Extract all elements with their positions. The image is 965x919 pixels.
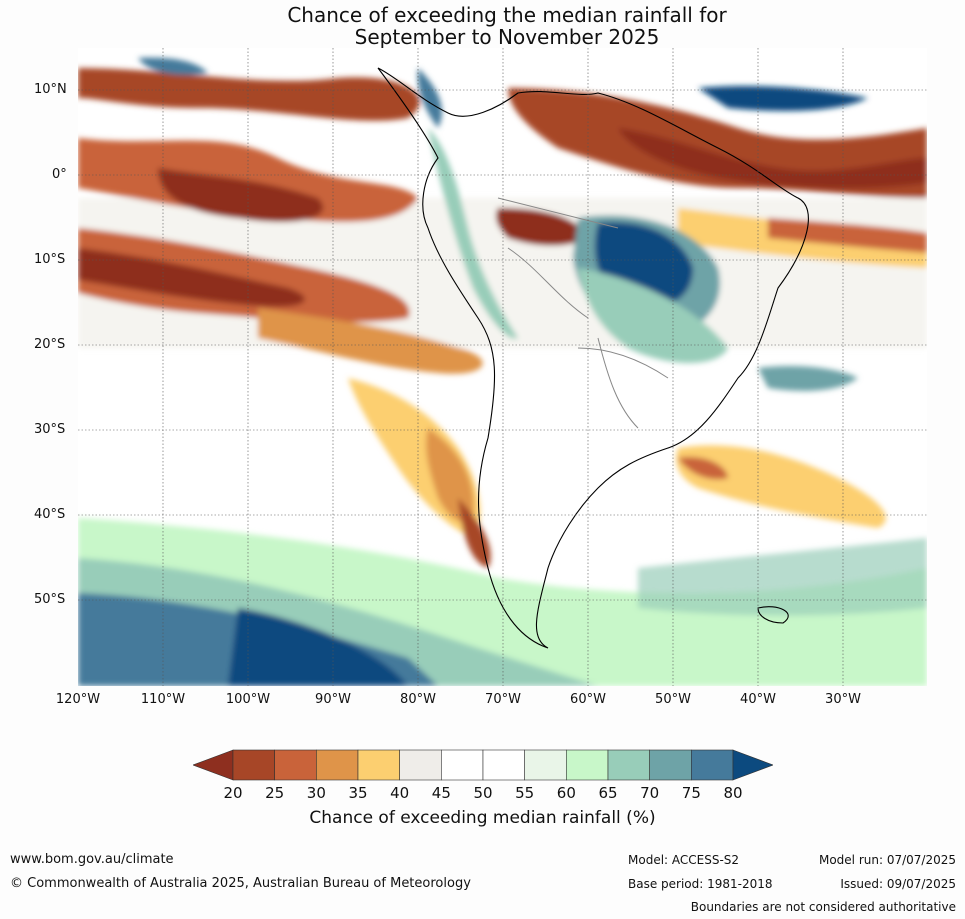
colorbar-cell <box>316 749 359 781</box>
lat-label-equator: 0° <box>52 167 67 182</box>
rainfall-map-svg <box>78 48 927 686</box>
lon-label-90w: 90°W <box>315 692 351 707</box>
lon-label-120w: 120°W <box>55 692 101 707</box>
title-line-1: Chance of exceeding the median rainfall … <box>287 3 727 27</box>
lon-label-70w: 70°W <box>485 692 521 707</box>
probability-field <box>78 57 927 686</box>
colorbar-tick-label: 75 <box>681 784 701 802</box>
colorbar-cell <box>649 749 692 781</box>
colorbar-tick-label: 80 <box>723 784 743 802</box>
colorbar-cell <box>232 749 275 781</box>
colorbar-cell <box>566 749 609 781</box>
footer-copyright: © Commonwealth of Australia 2025, Austra… <box>10 876 471 891</box>
title-line-2: September to November 2025 <box>354 25 660 49</box>
lon-label-50w: 50°W <box>655 692 691 707</box>
lon-label-80w: 80°W <box>400 692 436 707</box>
colorbar-cell <box>607 749 650 781</box>
lat-label-50s: 50°S <box>34 592 66 607</box>
colorbar-cell <box>691 749 734 781</box>
map-title: Chance of exceeding the median rainfall … <box>0 4 965 48</box>
colorbar <box>193 749 773 781</box>
lon-label-110w: 110°W <box>140 692 186 707</box>
colorbar-cell <box>357 749 400 781</box>
colorbar-cell <box>482 749 525 781</box>
colorbar-tick-label: 70 <box>640 784 660 802</box>
colorbar-tick-label: 40 <box>390 784 410 802</box>
lat-label-10n: 10°N <box>34 82 67 97</box>
footer-model: Model: ACCESS-S2 <box>628 853 740 867</box>
colorbar-cells <box>193 749 773 781</box>
lat-label-10s: 10°S <box>34 252 66 267</box>
lon-label-30w: 30°W <box>825 692 861 707</box>
colorbar-tick-label: 50 <box>473 784 493 802</box>
lat-label-20s: 20°S <box>34 337 66 352</box>
colorbar-arrow-low <box>193 749 234 781</box>
lat-label-30s: 30°S <box>34 422 66 437</box>
footer-base-period: Base period: 1981-2018 <box>628 877 773 891</box>
colorbar-tick-label: 35 <box>348 784 368 802</box>
colorbar-cell <box>399 749 442 781</box>
graticule <box>78 48 927 686</box>
colorbar-tick-label: 65 <box>598 784 618 802</box>
lon-label-60w: 60°W <box>570 692 606 707</box>
colorbar-tick-label: 55 <box>515 784 535 802</box>
rainfall-map <box>78 48 927 686</box>
lon-label-100w: 100°W <box>225 692 271 707</box>
colorbar-tick-label: 30 <box>306 784 326 802</box>
footer-url: www.bom.gov.au/climate <box>10 852 174 867</box>
colorbar-tick-label: 20 <box>223 784 243 802</box>
country-borders <box>497 197 669 429</box>
colorbar-cell <box>524 749 567 781</box>
colorbar-cell <box>274 749 317 781</box>
colorbar-tick-label: 25 <box>265 784 285 802</box>
colorbar-tick-label: 45 <box>431 784 451 802</box>
colorbar-cell <box>441 749 484 781</box>
lat-label-40s: 40°S <box>34 507 66 522</box>
colorbar-tick-label: 60 <box>556 784 576 802</box>
coastlines <box>377 67 809 649</box>
footer-disclaimer: Boundaries are not considered authoritat… <box>690 900 956 914</box>
colorbar-arrow-high <box>732 749 773 781</box>
lon-label-40w: 40°W <box>740 692 776 707</box>
colorbar-label: Chance of exceeding median rainfall (%) <box>309 808 656 828</box>
footer-issued: Issued: 09/07/2025 <box>840 877 956 891</box>
footer-model-run: Model run: 07/07/2025 <box>818 853 956 867</box>
